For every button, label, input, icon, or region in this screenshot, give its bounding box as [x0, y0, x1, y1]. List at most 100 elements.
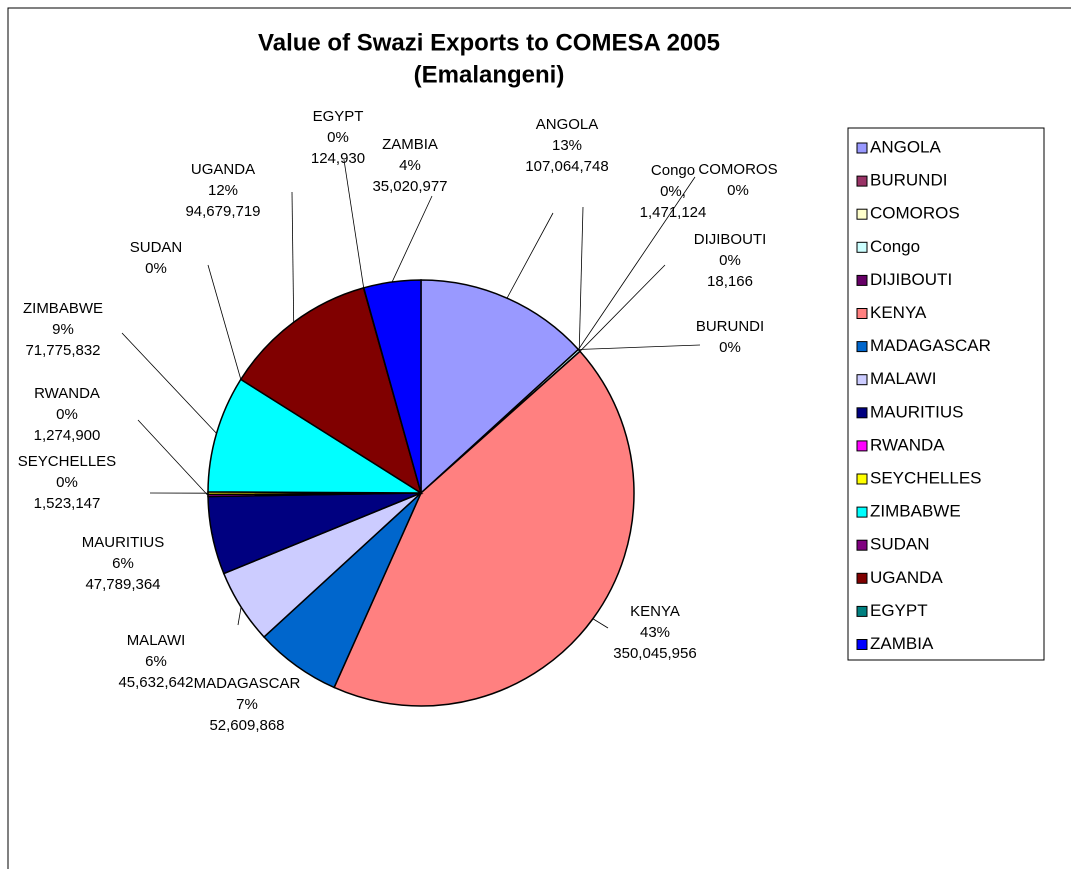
leader-line [592, 618, 609, 629]
legend-swatch [856, 274, 868, 286]
data-label: 0% [727, 182, 749, 199]
legend-label: Congo [870, 237, 920, 256]
data-label: 0% [327, 129, 349, 146]
legend-label: RWANDA [870, 435, 945, 454]
data-label: RWANDA [34, 385, 100, 402]
data-label: 12% [208, 182, 238, 199]
data-label: 350,045,956 [613, 645, 696, 662]
data-label: COMOROS [698, 161, 777, 178]
data-label: 35,020,977 [372, 178, 447, 195]
leader-line [137, 419, 209, 496]
legend-label: COMOROS [870, 204, 960, 223]
leader-line [237, 606, 242, 626]
pie-slice [239, 286, 423, 495]
leader-line [579, 264, 666, 352]
legend-swatch [856, 605, 868, 617]
legend-label: EGYPT [870, 601, 928, 620]
data-label: ZIMBABWE [23, 300, 103, 317]
legend-label: ANGOLA [870, 137, 942, 156]
data-label: MAURITIUS [82, 534, 165, 551]
leader-line [578, 344, 701, 350]
data-label: 13% [552, 137, 582, 154]
data-label: ANGOLA [536, 116, 599, 133]
data-label: 7% [236, 696, 258, 713]
legend-label: ZAMBIA [870, 634, 934, 653]
legend-box [847, 127, 1045, 661]
legend-label: MALAWI [870, 369, 936, 388]
leader-line [578, 206, 584, 351]
data-label: 0%, [660, 183, 686, 200]
data-label: 0% [145, 260, 167, 277]
data-label: 1,274,900 [34, 427, 101, 444]
leader-line [296, 665, 301, 669]
data-label: Congo [651, 162, 695, 179]
data-label: 71,775,832 [25, 342, 100, 359]
data-label: 9% [52, 321, 74, 338]
pie-slice [362, 279, 422, 494]
data-label: KENYA [630, 603, 680, 620]
legend-label: BURUNDI [870, 171, 947, 190]
leader-line [291, 191, 295, 323]
chart-title: Value of Swazi Exports to COMESA 2005 [258, 29, 720, 56]
legend-swatch [856, 241, 868, 253]
data-label: 94,679,719 [185, 203, 260, 220]
legend-swatch [856, 142, 868, 154]
pie-slice [207, 378, 424, 494]
legend-swatch [856, 506, 868, 518]
legend-label: UGANDA [870, 568, 943, 587]
data-label: DIJIBOUTI [694, 231, 767, 248]
legend-swatch [856, 208, 868, 220]
legend-label: MADAGASCAR [870, 336, 991, 355]
data-label: BURUNDI [696, 318, 764, 335]
data-label: 107,064,748 [525, 158, 608, 175]
pie-slice [420, 279, 580, 495]
data-label: SUDAN [130, 239, 183, 256]
data-label: SEYCHELLES [18, 453, 116, 470]
leader-line [506, 212, 554, 299]
data-label: MADAGASCAR [194, 675, 301, 692]
data-label: 1,471,124 [640, 204, 707, 221]
legend-label: SUDAN [870, 535, 930, 554]
data-label: 6% [145, 653, 167, 670]
legend-swatch [856, 308, 868, 319]
legend-swatch [856, 572, 868, 584]
legend-swatch [856, 407, 868, 419]
data-label: 0% [719, 252, 741, 269]
legend-swatch [856, 440, 868, 452]
legend-swatch [856, 374, 868, 386]
data-label: UGANDA [191, 161, 255, 178]
data-label: 0% [56, 406, 78, 423]
leader-line [211, 533, 214, 536]
legend-swatch [856, 341, 868, 353]
legend-swatch [856, 639, 868, 650]
legend-label: KENYA [870, 303, 927, 322]
data-label: 18,166 [707, 273, 753, 290]
data-label: 0% [719, 339, 741, 356]
leader-line [121, 332, 217, 434]
legend-label: MAURITIUS [870, 402, 964, 421]
data-label: EGYPT [313, 108, 364, 125]
leader-line [391, 195, 433, 283]
chart-title: (Emalangeni) [414, 61, 565, 88]
legend-swatch [856, 473, 868, 485]
leader-line [343, 159, 365, 288]
legend-label: ZIMBABWE [870, 502, 961, 521]
data-label: 47,789,364 [85, 576, 160, 593]
data-label: 0% [56, 474, 78, 491]
leader-line [207, 264, 242, 380]
data-label: 1,523,147 [34, 495, 101, 512]
legend-swatch [856, 539, 868, 551]
legend-label: DIJIBOUTI [870, 270, 952, 289]
legend-label: SEYCHELLES [870, 468, 982, 487]
data-label: MALAWI [127, 632, 186, 649]
data-label: ZAMBIA [382, 136, 438, 153]
data-label: 45,632,642 [118, 674, 193, 691]
leader-line [578, 176, 696, 350]
data-label: 124,930 [311, 150, 365, 167]
data-label: 4% [399, 157, 421, 174]
legend-swatch [856, 175, 868, 187]
data-label: 6% [112, 555, 134, 572]
data-label: 43% [640, 624, 670, 641]
data-label: 52,609,868 [209, 717, 284, 734]
